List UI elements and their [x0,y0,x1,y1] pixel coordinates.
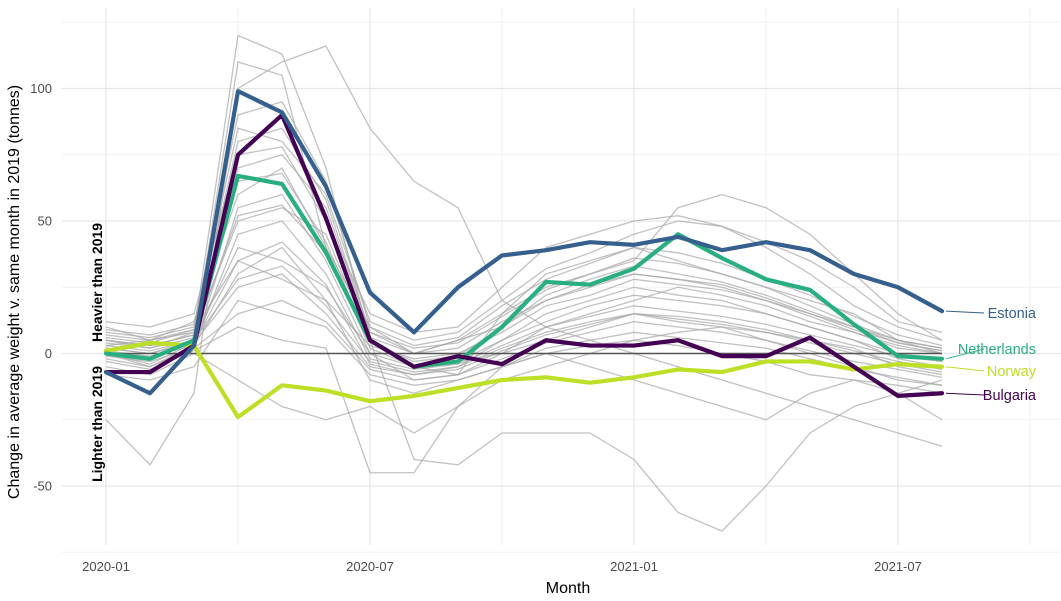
end-label-bulgaria: Bulgaria [983,388,1037,404]
end-label-netherlands: Netherlands [958,342,1036,358]
leader-line-estonia [945,310,985,314]
y-tick-label: 100 [30,81,52,96]
background-series-line [105,299,943,394]
y-axis-title: Change in average weight v. same month i… [6,85,23,499]
background-series-line [105,204,943,355]
y-tick-label: 50 [38,214,52,229]
background-series-line [105,207,943,532]
leader-line-norway [945,366,985,372]
end-label-estonia: Estonia [988,306,1037,322]
background-series-line [105,100,943,347]
background-series-line [105,220,943,371]
background-series-line [105,326,943,474]
leader-line-bulgaria [945,392,985,396]
x-tick-label: 2020-07 [346,559,394,574]
series-line-bulgaria [103,112,945,398]
series-line-norway [103,340,945,420]
background-series-line [105,259,943,360]
background-series-line [105,326,943,434]
highlighted-series-group [103,89,945,420]
background-series-line [105,127,943,341]
y-tick-label: 0 [45,346,52,361]
x-tick-label: 2021-07 [874,559,922,574]
y-tick-label: -50 [33,479,52,494]
x-axis-ticks: 2020-01 2020-07 2021-01 2021-07 [82,559,922,574]
x-axis-title: Month [546,580,590,597]
end-label-norway: Norway [987,364,1037,380]
background-series-line [105,154,943,355]
background-series-line [105,193,943,368]
series-end-labels: Estonia Netherlands Norway Bulgaria [945,306,1037,404]
background-series-line [105,146,943,341]
y-axis-ticks: -50 0 50 100 [30,81,52,494]
leader-line-netherlands [945,348,985,360]
annotation-lighter: Lighter than 2019 [89,366,105,482]
background-series-line [105,45,943,466]
background-series-group [105,34,943,532]
background-series-line [105,34,943,376]
series-line-netherlands [103,173,945,369]
annotation-heavier: Heavier than 2019 [89,223,105,342]
series-line-estonia [103,89,945,396]
x-tick-label: 2020-01 [82,559,130,574]
x-tick-label: 2021-01 [610,559,658,574]
